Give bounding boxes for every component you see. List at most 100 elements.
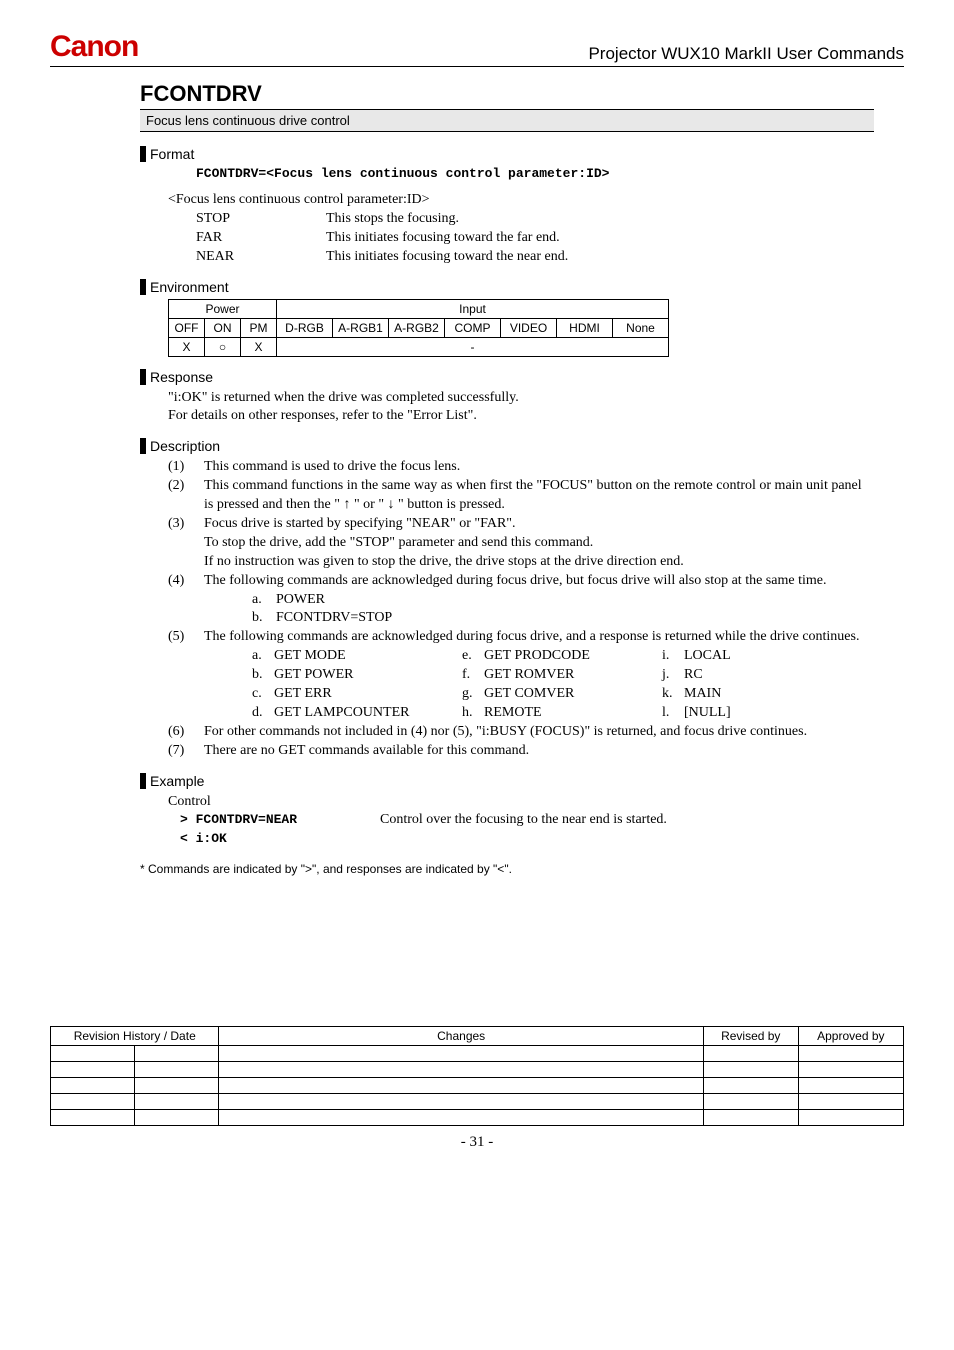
rev-cell — [135, 1061, 219, 1077]
desc-item-text: This command is used to drive the focus … — [204, 458, 874, 477]
format-param-line: <Focus lens continuous control parameter… — [168, 191, 874, 210]
env-val: X — [241, 337, 277, 356]
section-response: Response — [140, 369, 874, 385]
header-bar: Canon Projector WUX10 MarkII User Comman… — [50, 30, 904, 67]
desc-item-num: (7) — [168, 742, 204, 761]
section-example: Example — [140, 773, 874, 789]
desc-item-text: This command functions in the same way a… — [204, 477, 874, 515]
desc-item-text: For other commands not included in (4) n… — [204, 723, 874, 742]
rev-cell — [135, 1093, 219, 1109]
rev-cell — [798, 1061, 903, 1077]
env-power-header: Power — [169, 299, 277, 318]
rev-cell — [51, 1077, 135, 1093]
env-col: OFF — [169, 318, 205, 337]
desc-item-num: (1) — [168, 458, 204, 477]
env-col: COMP — [445, 318, 501, 337]
format-param-row: NEARThis initiates focusing toward the n… — [196, 248, 874, 267]
rev-header: Revised by — [703, 1026, 798, 1045]
rev-cell — [703, 1077, 798, 1093]
format-param-key: STOP — [196, 210, 326, 229]
rev-cell — [798, 1045, 903, 1061]
rev-cell — [798, 1109, 903, 1125]
env-val: ○ — [205, 337, 241, 356]
example-control-label: Control — [168, 793, 874, 812]
command-subtitle: Focus lens continuous drive control — [140, 109, 874, 132]
page-number: - 31 - — [50, 1134, 904, 1151]
env-val: X — [169, 337, 205, 356]
format-param-row: STOPThis stops the focusing. — [196, 210, 874, 229]
format-param-key: FAR — [196, 229, 326, 248]
desc-item: (6)For other commands not included in (4… — [168, 723, 874, 742]
revision-table: Revision History / DateChangesRevised by… — [50, 1026, 904, 1126]
rev-row — [51, 1077, 904, 1093]
desc-item-num: (6) — [168, 723, 204, 742]
rev-cell — [219, 1061, 703, 1077]
env-col: D-RGB — [277, 318, 333, 337]
canon-logo: Canon — [50, 30, 138, 64]
content-area: FCONTDRV Focus lens continuous drive con… — [140, 81, 874, 876]
rev-cell — [51, 1061, 135, 1077]
example-cmd-desc: Control over the focusing to the near en… — [380, 811, 667, 830]
desc-item: (3)Focus drive is started by specifying … — [168, 515, 874, 572]
desc-item-num: (5) — [168, 628, 204, 647]
desc-item-text: The following commands are acknowledged … — [204, 628, 874, 647]
rev-cell — [135, 1077, 219, 1093]
section-description: Description — [140, 438, 874, 454]
desc-item-text: Focus drive is started by specifying "NE… — [204, 515, 874, 572]
format-param-row: FARThis initiates focusing toward the fa… — [196, 229, 874, 248]
rev-cell — [219, 1077, 703, 1093]
rev-cell — [219, 1093, 703, 1109]
rev-cell — [798, 1093, 903, 1109]
rev-cell — [703, 1061, 798, 1077]
example-cmd: > FCONTDRV=NEAR — [180, 811, 380, 830]
env-col: HDMI — [557, 318, 613, 337]
doc-title: Projector WUX10 MarkII User Commands — [588, 44, 904, 64]
section-environment: Environment — [140, 279, 874, 295]
desc-item: (4)The following commands are acknowledg… — [168, 572, 874, 591]
rev-cell — [135, 1045, 219, 1061]
rev-cell — [703, 1045, 798, 1061]
rev-row — [51, 1093, 904, 1109]
response-line1: "i:OK" is returned when the drive was co… — [168, 389, 874, 408]
rev-cell — [219, 1109, 703, 1125]
section-format: Format — [140, 146, 874, 162]
desc-item-text: There are no GET commands available for … — [204, 742, 874, 761]
rev-header: Changes — [219, 1026, 703, 1045]
rev-cell — [51, 1109, 135, 1125]
format-param-desc: This initiates focusing toward the far e… — [326, 229, 560, 248]
rev-cell — [703, 1093, 798, 1109]
rev-cell — [51, 1093, 135, 1109]
desc-item-num: (2) — [168, 477, 204, 515]
rev-cell — [798, 1077, 903, 1093]
desc-sublist: a.POWERb.FCONTDRV=STOP — [252, 591, 874, 629]
rev-cell — [703, 1109, 798, 1125]
env-col: A-RGB2 — [389, 318, 445, 337]
desc-item-text: The following commands are acknowledged … — [204, 572, 874, 591]
format-param-desc: This initiates focusing toward the near … — [326, 248, 568, 267]
rev-row — [51, 1045, 904, 1061]
desc-item-num: (4) — [168, 572, 204, 591]
desc-item-num: (3) — [168, 515, 204, 572]
rev-row — [51, 1109, 904, 1125]
env-input-merged: - — [277, 337, 669, 356]
desc-item: (5)The following commands are acknowledg… — [168, 628, 874, 647]
format-syntax: FCONTDRV=<Focus lens continuous control … — [196, 166, 874, 181]
rev-cell — [51, 1045, 135, 1061]
env-col: VIDEO — [501, 318, 557, 337]
env-col: ON — [205, 318, 241, 337]
rev-header: Approved by — [798, 1026, 903, 1045]
desc-item: (2)This command functions in the same wa… — [168, 477, 874, 515]
format-param-key: NEAR — [196, 248, 326, 267]
footnote: * Commands are indicated by ">", and res… — [140, 862, 874, 876]
rev-cell — [219, 1045, 703, 1061]
env-col: PM — [241, 318, 277, 337]
desc-item: (1)This command is used to drive the foc… — [168, 458, 874, 477]
env-col: A-RGB1 — [333, 318, 389, 337]
environment-table: Power Input OFFONPMD-RGBA-RGB1A-RGB2COMP… — [168, 299, 669, 357]
command-name: FCONTDRV — [140, 81, 874, 107]
rev-row — [51, 1061, 904, 1077]
response-line2: For details on other responses, refer to… — [168, 407, 874, 426]
rev-cell — [135, 1109, 219, 1125]
env-input-header: Input — [277, 299, 669, 318]
format-param-desc: This stops the focusing. — [326, 210, 459, 229]
